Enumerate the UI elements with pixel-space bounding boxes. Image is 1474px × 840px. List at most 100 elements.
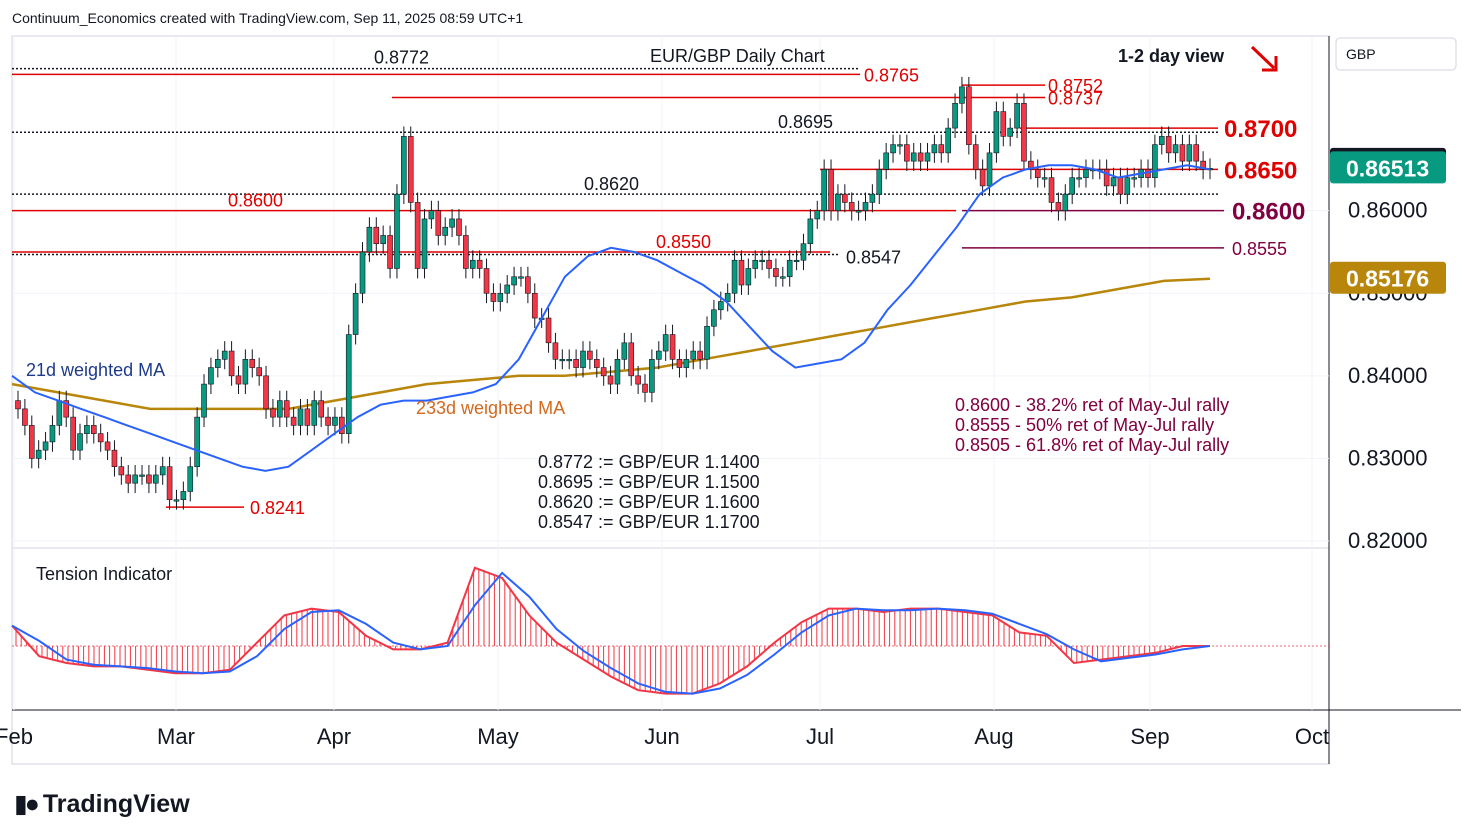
- brand-name: TradingView: [42, 789, 190, 818]
- candle-body: [786, 259, 793, 278]
- candle-body: [897, 144, 903, 147]
- candle-body: [476, 259, 483, 269]
- candle-body: [1200, 160, 1206, 170]
- candle-body: [35, 449, 42, 459]
- conversion-note: 0.8695 := GBP/EUR 1.1500: [538, 472, 760, 492]
- candle-body: [1021, 103, 1027, 162]
- candle-body: [1069, 177, 1075, 195]
- candle-body: [876, 169, 883, 195]
- price-badge: [1330, 261, 1446, 294]
- candle-body: [304, 408, 311, 426]
- indicator-label: Tension Indicator: [36, 564, 172, 584]
- candle-body: [986, 152, 993, 187]
- candle-body: [738, 259, 745, 286]
- candle-body: [325, 416, 331, 426]
- retracement-notes: 0.8600 - 38.2% ret of May-Jul rally 0.85…: [955, 395, 1229, 455]
- tradingview-logo[interactable]: ▮● TradingView: [14, 789, 190, 819]
- candle-body: [463, 235, 469, 269]
- candle-body: [704, 325, 710, 360]
- candle-body: [332, 416, 338, 426]
- candle-body: [869, 193, 876, 203]
- candle-body: [173, 499, 180, 502]
- candle-body: [635, 375, 641, 385]
- candle-body: [256, 367, 262, 377]
- candle-body: [15, 400, 21, 410]
- candle-body: [139, 474, 145, 477]
- candle-body: [414, 202, 421, 269]
- candle-body: [938, 144, 945, 154]
- chart-title: EUR/GBP Daily Chart: [650, 46, 825, 66]
- candle-body: [669, 334, 676, 360]
- candle-body: [773, 268, 779, 278]
- candle-body: [1062, 193, 1069, 211]
- candle-body: [1103, 169, 1110, 187]
- candle-body: [449, 218, 455, 228]
- candle-body: [1179, 144, 1186, 162]
- candle-body: [373, 226, 380, 245]
- candle-body: [972, 144, 979, 170]
- candle-body: [545, 317, 552, 344]
- candle-body: [201, 383, 207, 418]
- candle-body: [566, 359, 573, 362]
- candle-body: [84, 425, 90, 434]
- candle-body: [525, 276, 531, 294]
- candle-body: [1083, 169, 1089, 178]
- candle-body: [263, 375, 269, 410]
- view-label: 1-2 day view: [1118, 46, 1225, 66]
- candle-body: [380, 235, 386, 245]
- candle-body: [904, 144, 910, 162]
- candle-body: [835, 193, 841, 211]
- candle-body: [277, 400, 283, 418]
- conversion-note: 0.8547 := GBP/EUR 1.1700: [538, 512, 760, 532]
- level-label: 0.8765: [864, 65, 919, 85]
- candle-body: [318, 400, 324, 418]
- candle-body: [828, 169, 834, 211]
- candle-body: [270, 408, 276, 418]
- x-tick-label: Sep: [1130, 724, 1169, 749]
- candle-body: [580, 350, 586, 368]
- candle-body: [407, 136, 414, 203]
- candle-body: [531, 292, 538, 319]
- candle-body: [1158, 136, 1165, 145]
- currency-box[interactable]: [1335, 37, 1457, 71]
- candle-body: [752, 259, 759, 269]
- candle-body: [249, 359, 256, 368]
- retracement-note: 0.8505 - 61.8% ret of May-Jul rally: [955, 435, 1229, 455]
- currency-label: GBP: [1346, 46, 1376, 62]
- candle-body: [717, 301, 724, 311]
- candle-body: [573, 359, 579, 368]
- candle-body: [90, 425, 97, 434]
- candle-body: [559, 359, 566, 362]
- candles: [15, 76, 1213, 510]
- time-axis[interactable]: Feb Mar Apr May Jun Jul Aug Sep Oct: [0, 724, 1329, 749]
- price-badge-label: 0.85176: [1346, 266, 1429, 292]
- candle-body: [910, 152, 917, 162]
- candle-body: [814, 210, 821, 220]
- candle-body: [1172, 144, 1179, 154]
- candle-body: [146, 474, 152, 484]
- candle-body: [421, 218, 428, 269]
- candle-body: [166, 466, 173, 501]
- candle-body: [621, 342, 628, 360]
- candle-body: [1048, 177, 1055, 203]
- candle-body: [42, 441, 49, 451]
- candle-body: [77, 433, 83, 451]
- level-label: 0.8620: [584, 174, 639, 194]
- candle-body: [518, 276, 524, 279]
- candle-body: [862, 202, 869, 211]
- candle-body: [104, 441, 111, 451]
- candle-body: [22, 408, 28, 426]
- candle-body: [1124, 177, 1131, 195]
- ma21-line: [11, 164, 1211, 472]
- candle-body: [745, 268, 752, 286]
- candle-body: [469, 259, 476, 269]
- candle-body: [759, 259, 765, 263]
- candle-body: [118, 466, 125, 476]
- level-label: 0.8752: [1048, 76, 1103, 96]
- x-tick-label: Jun: [644, 724, 679, 749]
- level-label: 0.8547: [846, 247, 901, 267]
- indicator-signal-line: [11, 571, 1211, 695]
